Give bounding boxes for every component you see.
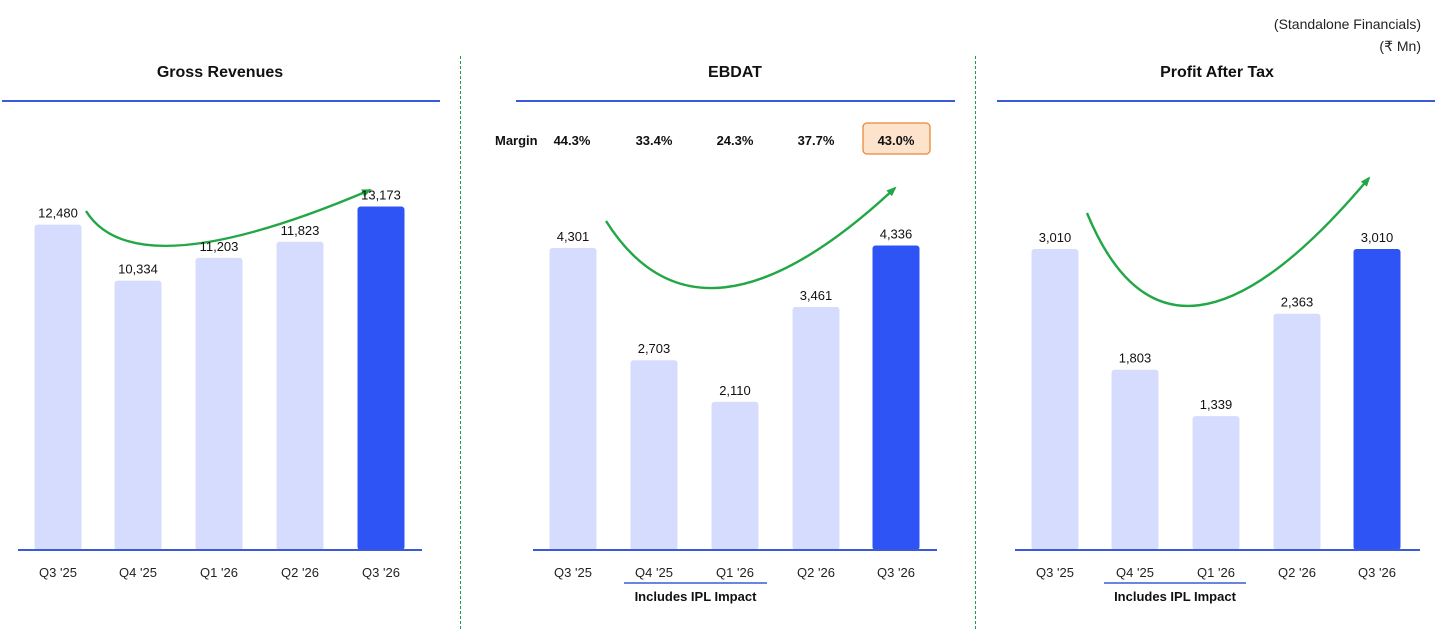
ebdat-category-label-3: Q2 '26 [797,565,835,580]
pat-ipl-bracket-label: Includes IPL Impact [1114,589,1237,604]
gross-bar-3 [276,241,324,550]
gross-category-label-4: Q3 '26 [362,565,400,580]
margin-highlight-box [862,122,931,155]
pat-value-label-0: 3,010 [1039,230,1072,245]
ebdat-bar-3 [792,306,840,550]
ebdat-title: EBDAT [708,64,762,81]
margin-row-label: Margin [495,133,538,148]
gross-revenues-chart: 12,480 Q3 '25 10,334 Q4 '25 11,203 Q1 '26 11,8… [18,188,422,580]
pat-chart: 3,010 Q3 '25 1,803 Q4 '25 1,339 Q1 '26 2,363 Q2… [1015,176,1420,604]
gross-value-label-3: 11,823 [281,223,320,238]
pat-category-label-1: Q4 '25 [1116,565,1154,580]
margin-value-1: 33.4% [636,133,673,148]
gross-value-label-2: 11,203 [200,239,239,254]
unit-note: (₹ Mn) [1379,38,1421,54]
gross-category-label-2: Q1 '26 [200,565,238,580]
ebdat-category-label-1: Q4 '25 [635,565,673,580]
gross-bar-2 [195,257,243,550]
gross-value-label-0: 12,480 [38,206,78,221]
pat-trend-arrow [1085,176,1371,308]
ebdat-bar-4 [872,245,920,551]
pat-value-label-1: 1,803 [1119,351,1152,366]
pat-bar-0 [1031,249,1079,550]
pat-category-label-2: Q1 '26 [1197,565,1235,580]
ebdat-ipl-bracket-label: Includes IPL Impact [635,589,758,604]
gross-trend-arrow [84,188,372,247]
pat-bar-1 [1111,369,1159,550]
pat-category-label-4: Q3 '26 [1358,565,1396,580]
ebdat-value-label-4: 4,336 [880,227,913,242]
ebdat-chart: 4,301 Q3 '25 2,703 Q4 '25 2,110 Q1 '26 3,461 Q2… [495,122,937,604]
pat-value-label-2: 1,339 [1200,397,1233,412]
panel-divider-2 [975,56,976,629]
margin-value-4: 43.0% [878,133,915,148]
pat-title-rule [997,100,1435,102]
pat-bar-4 [1353,249,1401,550]
ebdat-value-label-1: 2,703 [638,341,671,356]
pat-title: Profit After Tax [1160,64,1274,81]
ebdat-category-label-0: Q3 '25 [554,565,592,580]
gross-value-label-4: 13,173 [361,188,401,203]
standalone-note: (Standalone Financials) [1273,16,1421,32]
ebdat-bar-0 [549,248,597,550]
ebdat-category-label-4: Q3 '26 [877,565,915,580]
pat-bar-2 [1192,416,1240,550]
gross-category-label-1: Q4 '25 [119,565,157,580]
gross-category-label-0: Q3 '25 [39,565,77,580]
gross-bar-1 [114,280,162,550]
ebdat-title-rule [516,100,955,102]
pat-value-label-3: 2,363 [1281,295,1314,310]
gross-category-label-3: Q2 '26 [281,565,319,580]
margin-value-3: 37.7% [798,133,835,148]
margin-value-0: 44.3% [554,133,591,148]
gross-bar-0 [34,224,82,550]
pat-category-label-3: Q2 '26 [1278,565,1316,580]
ebdat-value-label-2: 2,110 [719,383,751,398]
pat-value-label-4: 3,010 [1361,230,1394,245]
gross-revenues-title-rule [2,100,440,102]
ebdat-value-label-3: 3,461 [800,288,833,303]
margin-value-2: 24.3% [717,133,754,148]
ebdat-bar-1 [630,360,678,550]
pat-category-label-0: Q3 '25 [1036,565,1074,580]
gross-value-label-1: 10,334 [118,262,158,277]
gross-bar-4 [357,206,405,550]
panel-divider-1 [460,56,461,629]
ebdat-value-label-0: 4,301 [557,229,590,244]
ebdat-trend-arrow [604,186,897,290]
ebdat-bar-2 [711,401,759,550]
gross-revenues-title: Gross Revenues [156,64,284,81]
ebdat-category-label-2: Q1 '26 [716,565,754,580]
pat-bar-3 [1273,313,1321,550]
